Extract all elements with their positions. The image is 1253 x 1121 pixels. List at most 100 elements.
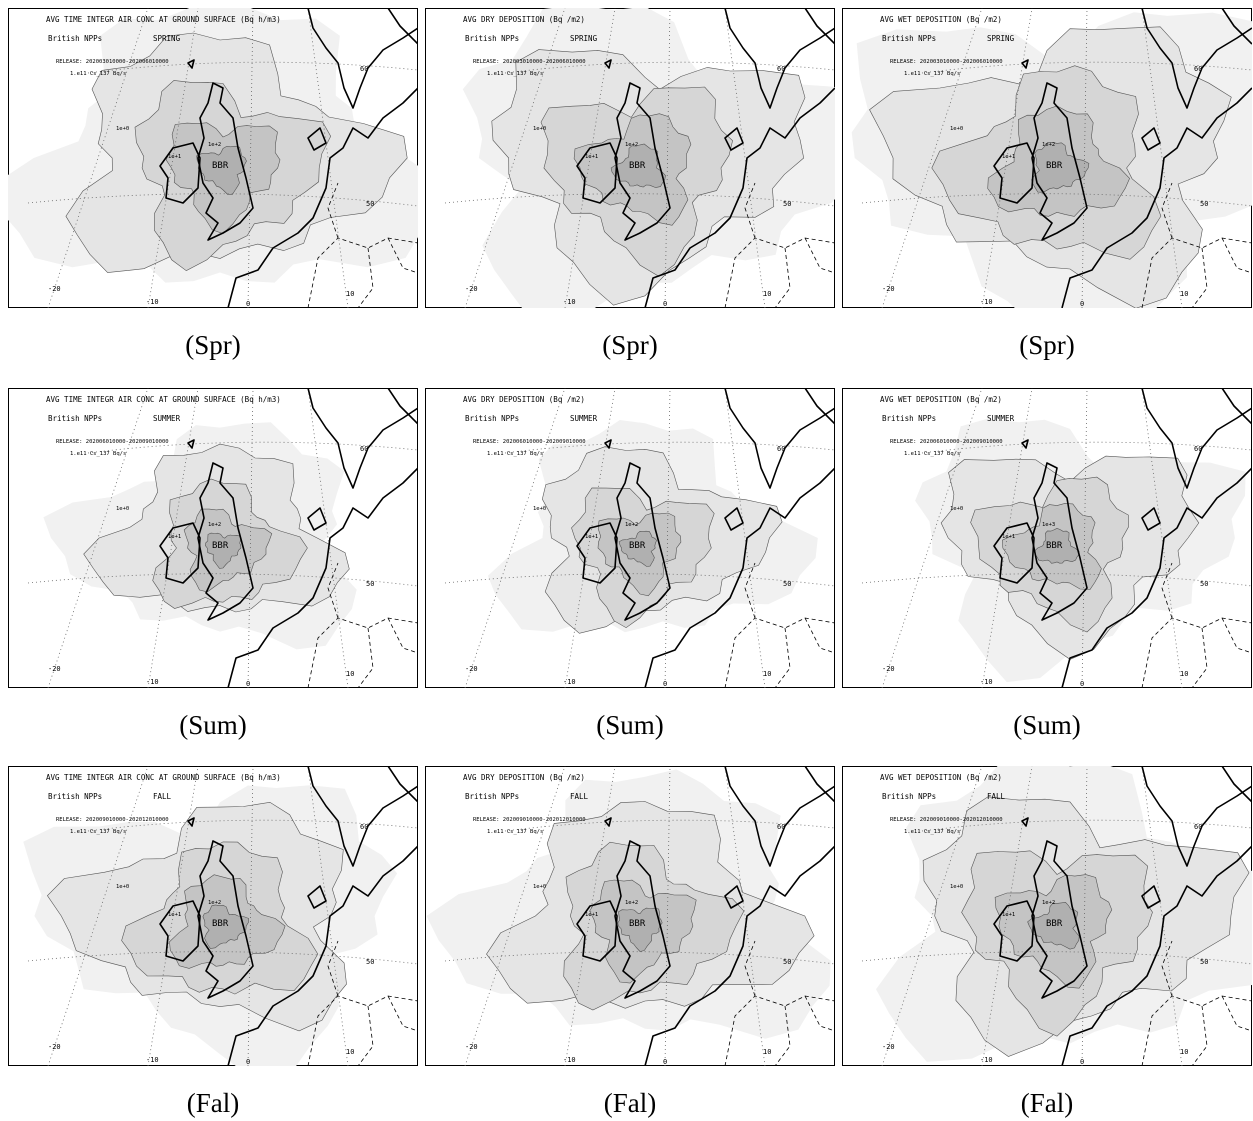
latitude-label: 50	[366, 958, 374, 966]
site-label: BBR	[629, 161, 646, 171]
release-label: RELEASE: 202009010000-202012010000	[56, 817, 169, 823]
map-panel: AVG DRY DEPOSITION (Bq /m2)British NPPsS…	[425, 8, 835, 308]
contour-label: 1e+1	[585, 154, 598, 160]
panel-caption: (Fal)	[425, 1088, 835, 1119]
latitude-label: 60	[360, 823, 368, 831]
contour-label: 1e+0	[116, 884, 129, 890]
longitude-label: 10	[763, 290, 771, 298]
longitude-label: 10	[346, 290, 354, 298]
emission-label: 1.e11 Cs_137 Bq/s	[70, 71, 126, 77]
longitude-label: -10	[563, 298, 576, 306]
contour-label: 1e+1	[168, 534, 181, 540]
panel-caption: (Sum)	[8, 710, 418, 741]
map: AVG DRY DEPOSITION (Bq /m2)British NPPsS…	[425, 388, 835, 688]
site-label: BBR	[1046, 919, 1063, 929]
map-panel: AVG WET DEPOSITION (Bq /m2)British NPPsF…	[842, 766, 1252, 1066]
map: AVG DRY DEPOSITION (Bq /m2)British NPPsF…	[425, 766, 835, 1066]
longitude-label: 10	[1180, 290, 1188, 298]
latitude-label: 50	[366, 580, 374, 588]
map-panel: AVG TIME INTEGR AIR CONC AT GROUND SURFA…	[8, 388, 418, 688]
latitude-label: 50	[783, 958, 791, 966]
contour-label: 1e+2	[1042, 900, 1055, 906]
contour-label: 1e+0	[950, 126, 963, 132]
source-label: British NPPs	[48, 34, 102, 43]
release-label: RELEASE: 202009010000-202012010000	[473, 817, 586, 823]
longitude-label: 10	[1180, 1048, 1188, 1056]
season-label: SUMMER	[987, 414, 1015, 423]
map: AVG TIME INTEGR AIR CONC AT GROUND SURFA…	[8, 8, 418, 308]
panel-title: AVG TIME INTEGR AIR CONC AT GROUND SURFA…	[46, 15, 281, 24]
source-label: British NPPs	[882, 34, 936, 43]
contour-label: 1e+1	[585, 912, 598, 918]
panel-caption: (Sum)	[842, 710, 1252, 741]
contour-label: 1e+1	[168, 912, 181, 918]
release-label: RELEASE: 202003010000-202006010000	[56, 59, 169, 65]
emission-label: 1.e11 Cs_137 Bq/s	[904, 451, 960, 457]
map-panel: AVG DRY DEPOSITION (Bq /m2)British NPPsF…	[425, 766, 835, 1066]
longitude-label: -10	[146, 298, 159, 306]
longitude-label: -10	[146, 1056, 159, 1064]
latitude-label: 60	[777, 445, 785, 453]
map: AVG DRY DEPOSITION (Bq /m2)British NPPsS…	[425, 8, 835, 308]
contour-label: 1e+1	[1002, 912, 1015, 918]
longitude-label: -20	[882, 665, 895, 673]
panel-title: AVG TIME INTEGR AIR CONC AT GROUND SURFA…	[46, 773, 281, 782]
source-label: British NPPs	[465, 414, 519, 423]
latitude-label: 50	[783, 580, 791, 588]
contour-label: 1e+0	[533, 506, 546, 512]
panel-title: AVG WET DEPOSITION (Bq /m2)	[880, 395, 1002, 404]
contour-label: 1e+3	[1042, 522, 1055, 528]
latitude-label: 50	[783, 200, 791, 208]
longitude-label: 10	[763, 1048, 771, 1056]
contour-label: 1e+1	[168, 154, 181, 160]
season-label: SPRING	[987, 34, 1015, 43]
season-label: SUMMER	[153, 414, 181, 423]
contour-label: 1e+2	[625, 522, 638, 528]
map: AVG TIME INTEGR AIR CONC AT GROUND SURFA…	[8, 388, 418, 688]
emission-label: 1.e11 Cs_137 Bq/s	[487, 829, 543, 835]
latitude-label: 60	[777, 823, 785, 831]
source-label: British NPPs	[48, 792, 102, 801]
release-label: RELEASE: 202006010000-202009010000	[56, 439, 169, 445]
contour-label: 1e+1	[1002, 534, 1015, 540]
site-label: BBR	[629, 919, 646, 929]
site-label: BBR	[212, 541, 229, 551]
panel-title: AVG TIME INTEGR AIR CONC AT GROUND SURFA…	[46, 395, 281, 404]
map-panel: AVG TIME INTEGR AIR CONC AT GROUND SURFA…	[8, 8, 418, 308]
longitude-label: 0	[246, 680, 250, 688]
contour-label: 1e+2	[625, 142, 638, 148]
emission-label: 1.e11 Cs_137 Bq/s	[70, 451, 126, 457]
longitude-label: -10	[980, 678, 993, 686]
contour-label: 1e+2	[208, 522, 221, 528]
panel-title: AVG WET DEPOSITION (Bq /m2)	[880, 773, 1002, 782]
latitude-label: 60	[1194, 65, 1202, 73]
latitude-label: 60	[1194, 445, 1202, 453]
contour-label: 1e+0	[533, 126, 546, 132]
longitude-label: 10	[346, 1048, 354, 1056]
source-label: British NPPs	[48, 414, 102, 423]
latitude-label: 60	[360, 445, 368, 453]
longitude-label: -10	[146, 678, 159, 686]
release-label: RELEASE: 202003010000-202006010000	[890, 59, 1003, 65]
contour-label: 1e+0	[950, 506, 963, 512]
longitude-label: -20	[882, 1043, 895, 1051]
release-label: RELEASE: 202009010000-202012010000	[890, 817, 1003, 823]
emission-label: 1.e11 Cs_137 Bq/s	[904, 829, 960, 835]
longitude-label: -20	[48, 285, 61, 293]
source-label: British NPPs	[465, 792, 519, 801]
source-label: British NPPs	[882, 414, 936, 423]
map-panel: AVG DRY DEPOSITION (Bq /m2)British NPPsS…	[425, 388, 835, 688]
longitude-label: -10	[980, 1056, 993, 1064]
contour-label: 1e+0	[116, 126, 129, 132]
map: AVG WET DEPOSITION (Bq /m2)British NPPsS…	[842, 8, 1252, 308]
contour-label: 1e+0	[116, 506, 129, 512]
contour-label: 1e+2	[208, 142, 221, 148]
source-label: British NPPs	[465, 34, 519, 43]
longitude-label: 0	[663, 680, 667, 688]
contour-label: 1e+1	[1002, 154, 1015, 160]
site-label: BBR	[212, 919, 229, 929]
site-label: BBR	[1046, 161, 1063, 171]
longitude-label: -20	[48, 665, 61, 673]
longitude-label: 0	[1080, 300, 1084, 308]
